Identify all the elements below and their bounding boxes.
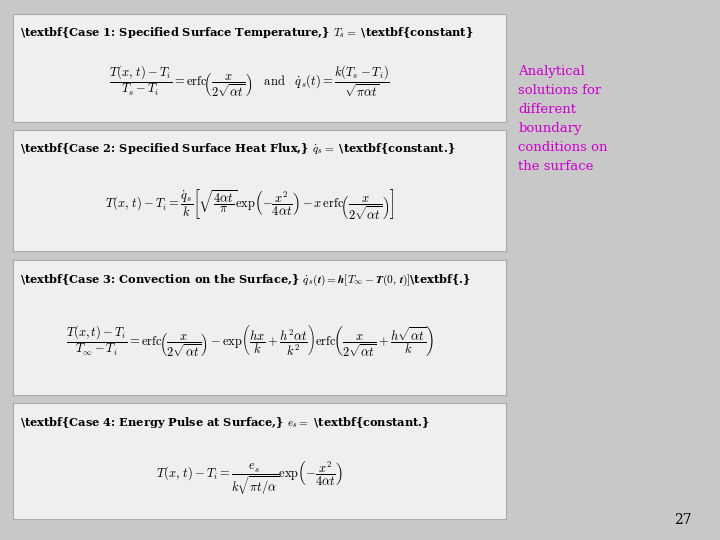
FancyBboxPatch shape	[13, 403, 506, 519]
FancyBboxPatch shape	[13, 260, 506, 395]
Text: 27: 27	[674, 512, 691, 526]
Text: \textbf{Case 3: Convection on the Surface,} $\boldsymbol{\dot{q}_s(t) = h[T_\inf: \textbf{Case 3: Convection on the Surfac…	[20, 272, 471, 287]
Text: Analytical
solutions for
different
boundary
conditions on
the surface: Analytical solutions for different bound…	[518, 65, 608, 173]
Text: $T(x,\,t) - T_i = \dfrac{e_s}{k\sqrt{\pi t/\alpha}}\exp\!\left(-\dfrac{x^2}{4\al: $T(x,\,t) - T_i = \dfrac{e_s}{k\sqrt{\pi…	[156, 459, 343, 497]
FancyBboxPatch shape	[13, 14, 506, 122]
FancyBboxPatch shape	[13, 130, 506, 251]
Text: $T(x,\,t) - T_i = \dfrac{\dot{q}_s}{k}\left[\sqrt{\dfrac{4\alpha t}{\pi}}\exp\!\: $T(x,\,t) - T_i = \dfrac{\dot{q}_s}{k}\l…	[105, 188, 395, 222]
Text: $\dfrac{T(x,t) - T_i}{T_\infty - T_i} = \mathrm{erfc}\!\left(\dfrac{x}{2\sqrt{\a: $\dfrac{T(x,t) - T_i}{T_\infty - T_i} = …	[66, 323, 434, 359]
Text: $\dfrac{T(x,\,t) - T_i}{T_s - T_i} = \mathrm{erfc}\!\left(\dfrac{x}{2\sqrt{\alph: $\dfrac{T(x,\,t) - T_i}{T_s - T_i} = \ma…	[109, 64, 390, 99]
Text: \textbf{Case 4: Energy Pulse at Surface,} $\boldsymbol{e_s =}$ \textbf{constant.: \textbf{Case 4: Energy Pulse at Surface,…	[20, 415, 431, 430]
Text: \textbf{Case 2: Specified Surface Heat Flux,} $\boldsymbol{\dot{q}_s =}$ \textbf: \textbf{Case 2: Specified Surface Heat F…	[20, 141, 456, 157]
Text: \textbf{Case 1: Specified Surface Temperature,} $\boldsymbol{T_s =}$ \textbf{con: \textbf{Case 1: Specified Surface Temper…	[20, 25, 474, 40]
